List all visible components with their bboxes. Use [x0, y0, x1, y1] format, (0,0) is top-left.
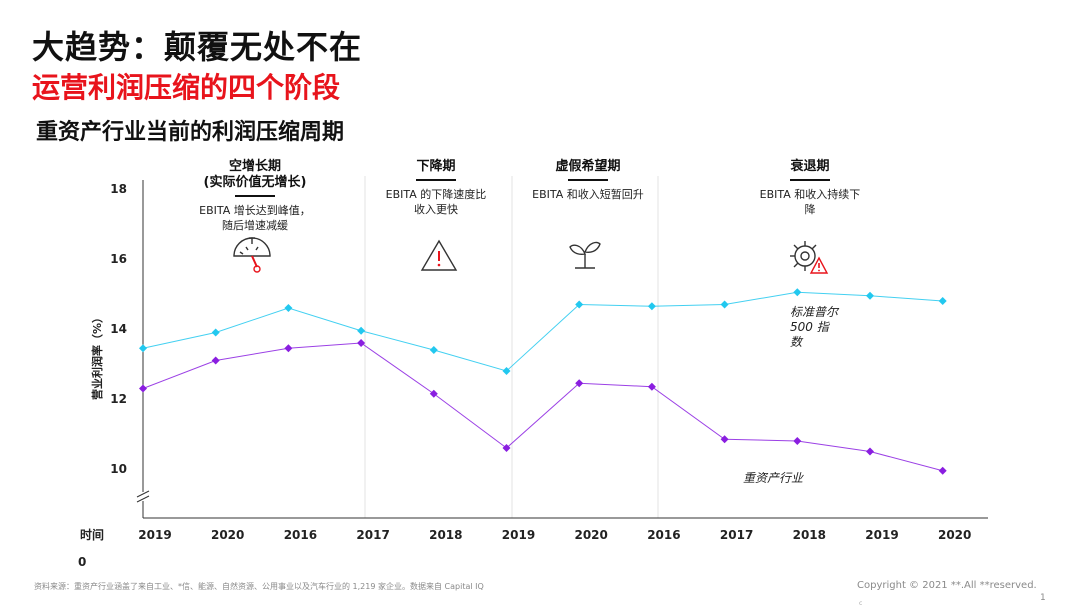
data-point [357, 326, 366, 335]
x-tick-label: 2017 [356, 528, 389, 542]
data-point [429, 389, 438, 398]
x-axis-label: 时间 [80, 527, 104, 542]
section-title: 重资产行业当前的利润压缩周期 [36, 120, 345, 145]
data-point [502, 444, 511, 452]
y-tick-label: 14 [110, 322, 127, 336]
x-tick-label: 2020 [211, 528, 244, 542]
data-point [938, 466, 947, 475]
y-tick-label: 16 [110, 252, 127, 266]
gear-warning-icon [790, 241, 829, 274]
data-point [502, 367, 511, 375]
x-axis-zero: 0 [78, 555, 86, 569]
axis-break-icon [136, 490, 150, 503]
source-note: 资料来源：重资产行业涵盖了来自工业、*信、能源、自然资源、公用事业以及汽车行业的… [34, 582, 484, 591]
phase-description: 收入更快 [414, 202, 458, 216]
phase-header: 虚假希望期 EBITA 和收入短暂回升 [532, 158, 644, 201]
x-tick-label: 2020 [574, 528, 607, 542]
phase-title: 虚假希望期 [555, 158, 620, 174]
series-line [142, 342, 943, 472]
phase-header: 空增长期(实际价值无增长) EBITA 增长达到峰值，随后增速减缓 [199, 158, 311, 232]
phase-title: 空增长期 [229, 158, 281, 174]
x-tick-label: 2016 [284, 528, 317, 542]
data-point [793, 437, 802, 445]
phase-description: EBITA 的下降速度比 [386, 187, 487, 201]
data-point [211, 328, 220, 337]
x-tick-label: 2019 [865, 528, 898, 542]
data-point [866, 291, 874, 300]
data-point [139, 384, 147, 393]
x-tick-label: 2017 [720, 528, 753, 542]
data-point [647, 382, 656, 391]
warning-icon [420, 239, 458, 271]
data-point [720, 300, 729, 309]
x-tick-label: 2018 [793, 528, 826, 542]
phase-title: (实际价值无增长) [204, 174, 307, 190]
gauge-icon [233, 237, 271, 273]
data-point [211, 356, 220, 365]
sprout-icon [569, 241, 601, 269]
y-tick-label: 10 [110, 462, 127, 476]
data-point [284, 304, 293, 312]
series-label: 重资产行业 [743, 471, 804, 485]
page-title: 大趋势：颠覆无处不在 [32, 28, 363, 66]
phase-description: EBITA 和收入持续下 [760, 187, 861, 201]
phase-description: 降 [805, 202, 816, 216]
data-point [866, 447, 874, 456]
x-tick-label: 2020 [938, 528, 971, 542]
footer-mark: c [859, 600, 863, 607]
phase-description: EBITA 和收入短暂回升 [532, 187, 644, 201]
data-point [357, 339, 366, 347]
data-point [647, 302, 656, 311]
data-point [139, 344, 147, 353]
copyright: Copyright © 2021 **.All **reserved. [857, 580, 1037, 591]
data-point [720, 435, 729, 444]
y-tick-label: 12 [110, 392, 127, 406]
data-point [938, 297, 947, 305]
series-label: 标准普尔 500 指数 [790, 305, 840, 349]
data-point [793, 288, 802, 297]
phase-title: 衰退期 [789, 158, 829, 174]
series-line [142, 291, 943, 372]
x-tick-label: 2016 [647, 528, 680, 542]
page-subtitle: 运营利润压缩的四个阶段 [32, 71, 341, 104]
data-point [575, 300, 584, 309]
y-tick-label: 18 [110, 182, 127, 196]
phase-description: EBITA 增长达到峰值， [199, 203, 311, 217]
data-point [284, 344, 293, 353]
x-tick-label: 2019 [502, 528, 535, 542]
data-point [429, 346, 438, 354]
y-axis-label: 营业利润率（%） [90, 312, 104, 400]
phase-title: 下降期 [416, 158, 455, 174]
data-point [575, 379, 584, 388]
page-number: 1 [1040, 593, 1046, 603]
x-tick-label: 2018 [429, 528, 462, 542]
x-tick-label: 2019 [138, 528, 171, 542]
phase-description: 随后增速减缓 [222, 218, 288, 232]
